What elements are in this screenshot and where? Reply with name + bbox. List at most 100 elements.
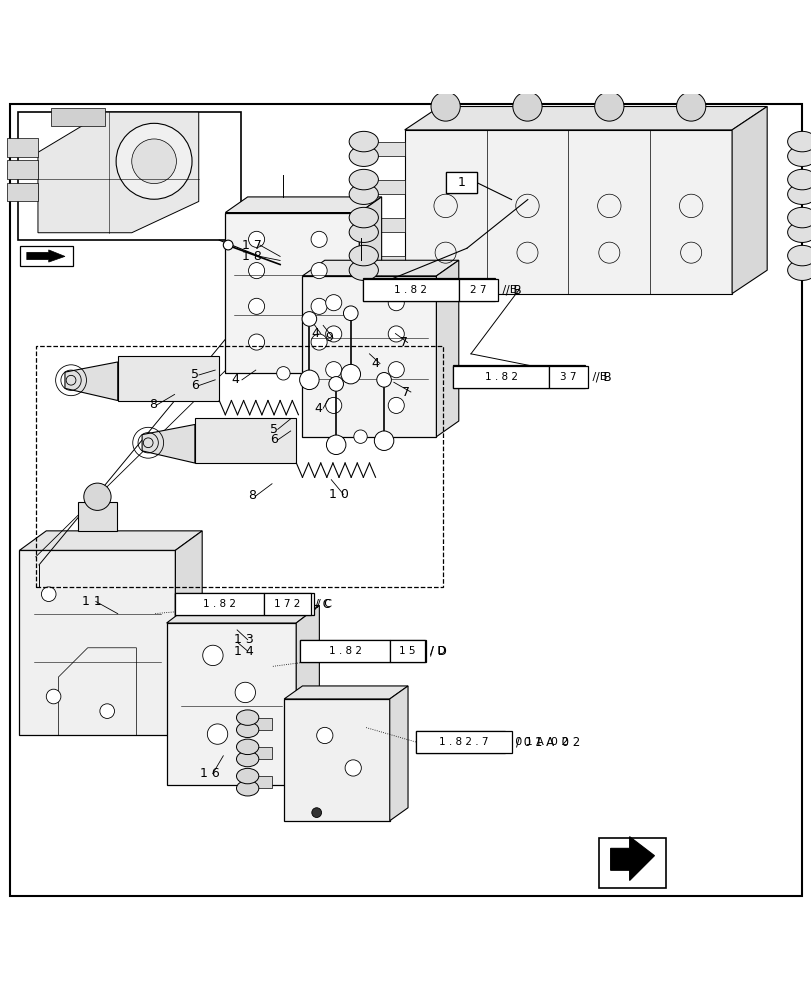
Bar (548, 366, 587, 388)
Text: / 0 1 A  0 2: / 0 1 A 0 2 (508, 737, 569, 747)
Ellipse shape (236, 781, 259, 796)
Bar (415, 731, 504, 753)
Text: 1 5: 1 5 (399, 646, 415, 656)
Bar (546, 365, 585, 388)
Bar (6, 183, 38, 201)
Text: 4: 4 (311, 327, 319, 340)
Bar (264, 593, 311, 615)
Circle shape (376, 373, 391, 387)
Text: / D: / D (429, 646, 444, 656)
Circle shape (316, 727, 333, 744)
Ellipse shape (787, 207, 811, 228)
Text: 1 0: 1 0 (329, 488, 349, 501)
Bar (389, 640, 425, 662)
Circle shape (513, 92, 542, 121)
Bar (51, 108, 105, 126)
Text: 1 . 8 2: 1 . 8 2 (328, 646, 361, 656)
Ellipse shape (349, 260, 378, 280)
Circle shape (343, 306, 358, 321)
Text: 1 . 8 2 . 7: 1 . 8 2 . 7 (439, 737, 487, 747)
Ellipse shape (236, 739, 259, 755)
Text: / B: / B (498, 285, 517, 295)
Polygon shape (302, 260, 458, 276)
Bar (453, 366, 548, 388)
Text: 1 . 8 2 . 7: 1 . 8 2 . 7 (436, 737, 484, 747)
Circle shape (302, 312, 316, 326)
Polygon shape (404, 107, 766, 130)
Circle shape (223, 240, 233, 250)
Polygon shape (610, 837, 654, 881)
Circle shape (248, 231, 264, 247)
Bar (247, 776, 272, 788)
Bar (389, 640, 426, 662)
Circle shape (345, 760, 361, 776)
Circle shape (326, 435, 345, 455)
Bar (247, 718, 272, 730)
Circle shape (311, 263, 327, 279)
Text: 1: 1 (457, 176, 465, 189)
Text: / C: / C (317, 599, 332, 609)
Bar (363, 180, 404, 194)
Bar (36, 346, 442, 587)
Circle shape (131, 139, 176, 184)
Ellipse shape (349, 146, 378, 166)
Bar (458, 279, 497, 301)
Text: 5: 5 (191, 368, 199, 381)
Circle shape (248, 334, 264, 350)
Circle shape (84, 483, 111, 510)
Circle shape (388, 362, 404, 378)
Bar (6, 160, 38, 179)
Polygon shape (38, 112, 199, 233)
Circle shape (311, 334, 327, 350)
Text: 1: 1 (457, 176, 465, 189)
Ellipse shape (236, 751, 259, 767)
Circle shape (203, 645, 223, 666)
Bar (363, 279, 458, 301)
Text: 1 . 8 2: 1 . 8 2 (394, 285, 427, 295)
Text: 7: 7 (401, 386, 410, 399)
Ellipse shape (787, 245, 811, 266)
Text: 3 7: 3 7 (560, 372, 576, 382)
Polygon shape (296, 605, 319, 785)
Ellipse shape (236, 710, 259, 725)
Ellipse shape (787, 260, 811, 280)
Text: 1 8: 1 8 (242, 250, 261, 263)
Bar (363, 142, 404, 156)
Text: / 0 1 A  0 2: / 0 1 A 0 2 (515, 736, 579, 749)
Circle shape (207, 724, 227, 744)
Text: 1 5: 1 5 (399, 646, 416, 656)
Circle shape (311, 808, 321, 817)
Circle shape (388, 397, 404, 413)
Bar (363, 278, 456, 301)
Bar (166, 623, 296, 785)
Ellipse shape (787, 169, 811, 190)
Circle shape (116, 123, 192, 199)
Circle shape (328, 377, 343, 391)
Circle shape (388, 295, 404, 311)
Bar (453, 365, 546, 388)
Ellipse shape (349, 245, 378, 266)
Text: 1 . 8 2: 1 . 8 2 (203, 599, 235, 609)
Bar (404, 130, 732, 294)
Ellipse shape (787, 222, 811, 242)
Text: 4: 4 (231, 373, 239, 386)
Polygon shape (27, 250, 65, 262)
Text: 1 . 8 2: 1 . 8 2 (483, 372, 516, 382)
Bar (363, 256, 404, 270)
Circle shape (299, 370, 319, 390)
Text: 1 6: 1 6 (200, 767, 219, 780)
Text: 8: 8 (148, 398, 157, 411)
Polygon shape (732, 107, 766, 294)
Polygon shape (166, 605, 319, 623)
Ellipse shape (787, 146, 811, 166)
Bar (445, 172, 476, 193)
Text: 6: 6 (191, 379, 199, 392)
Text: 1 7 2: 1 7 2 (274, 599, 300, 609)
Text: 3 7: 3 7 (557, 372, 573, 382)
Polygon shape (284, 686, 407, 699)
Ellipse shape (349, 131, 378, 152)
Bar (174, 593, 264, 615)
Circle shape (277, 367, 290, 380)
Polygon shape (389, 686, 407, 821)
Ellipse shape (349, 169, 378, 190)
